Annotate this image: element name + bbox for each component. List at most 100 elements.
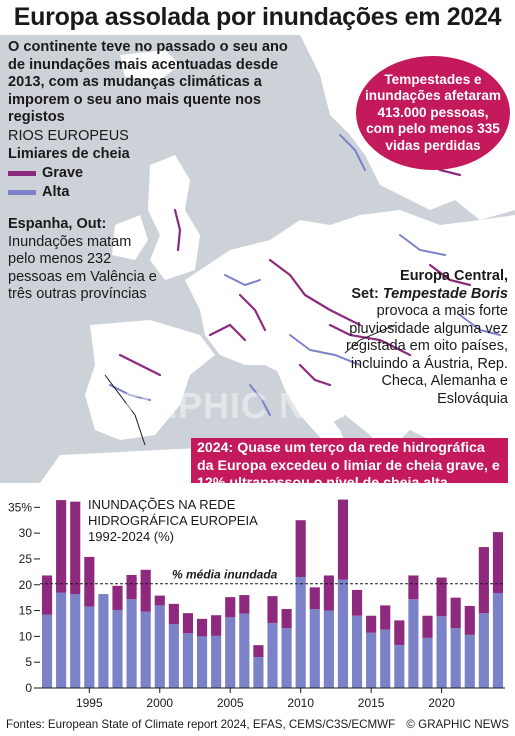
bar-high [239,613,250,688]
x-tick-label: 2015 [358,696,385,710]
bar-severe [154,595,165,606]
bar-high [98,594,109,688]
bar-severe [380,605,391,630]
bar-high [464,634,475,688]
x-tick-label: 2010 [287,696,314,710]
legend-swatch-severe [8,170,36,176]
legend-label-severe: Grave [42,165,84,181]
footer: Fontes: European State of Climate report… [0,716,515,736]
bar-severe [56,500,67,593]
bar-high [154,605,165,688]
legend-title: RIOS EUROPEUS [8,128,129,144]
intro-text: O continente teve no passado o seu ano d… [8,39,288,125]
bar-high [380,629,391,688]
y-tick-label: 25 [19,552,33,566]
bar-high [323,610,334,688]
bar-severe [225,597,236,618]
y-tick-label: 15 [19,604,33,618]
bar-high [267,622,278,688]
bar-severe [112,585,123,611]
bar-severe [239,595,250,614]
x-tick-label: 2005 [217,696,244,710]
bar-severe [196,618,208,637]
bar-severe [309,587,320,610]
storm-name: Tempestade Boris [382,285,508,302]
bar-severe [422,615,433,638]
x-tick-label: 1995 [76,696,103,710]
spain-text: Inundações matam pelo menos 232 pessoas … [8,233,157,303]
bar-severe [211,615,222,636]
chart-title: INUNDAÇÕES NA REDE HIDROGRÁFICA EUROPEIA… [88,497,258,544]
bar-severe [450,597,461,629]
x-tick-label: 2000 [146,696,173,710]
spain-annotation: Espanha, Out: Inundações matam pelo meno… [8,216,158,304]
bar-high [182,633,194,688]
bar-severe [478,547,489,614]
bar-high [436,616,447,688]
legend-swatch-high [8,189,36,195]
bar-high [41,614,53,688]
bar-severe [140,569,151,612]
bar-high [140,611,151,688]
y-tick-label: 20 [19,578,33,592]
bar-high [84,606,95,688]
bar-severe [41,575,53,615]
bar-high [295,577,306,688]
bar-high [422,637,433,688]
bar-high [112,610,123,688]
bar-high [337,579,349,688]
legend-item-high: Alta [8,184,69,200]
central-heading-1: Europa Central, [400,268,508,284]
y-tick-label: 10 [19,629,33,643]
y-tick-label: 30 [19,526,33,540]
central-text: provoca a mais forte pluviosidade alguma… [345,303,508,407]
bar-high [225,617,236,688]
bar-high [450,628,461,688]
bar-severe [267,596,278,623]
bar-high [408,599,419,688]
page-title: Europa assolada por inundações em 2024 [13,3,502,31]
bar-severe [464,605,475,635]
flood-bar-chart: 0 5 10 15 20 25 30 35% % média inundada 1995 2000 2… [8,499,505,710]
watermark: GRAPHIC NEWS [95,385,392,426]
bar-severe [408,575,419,600]
bar-high [309,609,320,688]
bar-severe [366,615,377,633]
bar-severe [492,532,504,594]
legend-label-high: Alta [42,184,70,200]
chart-area: 0 5 10 15 20 25 30 35% % média inundada 1995 2000 2… [0,483,515,719]
impact-bubble: Tempestades e inundações afetaram 413.00… [356,56,510,170]
bar-severe [126,574,137,600]
bar-severe [281,609,292,629]
x-tick-label: 2020 [428,696,455,710]
legend-subtitle: Limiares de cheia [8,146,130,162]
bar-severe [182,613,194,634]
source-text: Fontes: European State of Climate report… [6,718,396,731]
bar-high [126,599,137,688]
bar-high [366,632,377,688]
bar-severe [436,577,447,617]
bar-high [211,635,222,688]
bar-severe [84,556,95,607]
bar-high [478,613,489,688]
bar-severe [394,620,405,646]
average-line-label: % média inundada [172,568,278,582]
bar-severe [323,575,334,611]
central-europe-annotation: Europa Central, Set: Tempestade Boris pr… [318,268,508,408]
y-tick-label: 0 [25,681,32,695]
bar-high [70,594,81,688]
credit-text: © GRAPHIC NEWS [406,718,509,731]
bar-high [56,592,67,688]
bar-high [281,628,292,688]
bar-high [253,657,264,688]
bar-severe [253,645,264,658]
bar-severe [70,501,81,595]
y-tick-label: 5 [25,655,32,669]
bar-severe [351,589,363,616]
bar-severe [337,499,349,580]
bar-high [394,645,405,688]
spain-heading: Espanha, Out: [8,216,107,232]
bar-severe [295,520,306,578]
y-tick-label: 35% [8,500,32,514]
